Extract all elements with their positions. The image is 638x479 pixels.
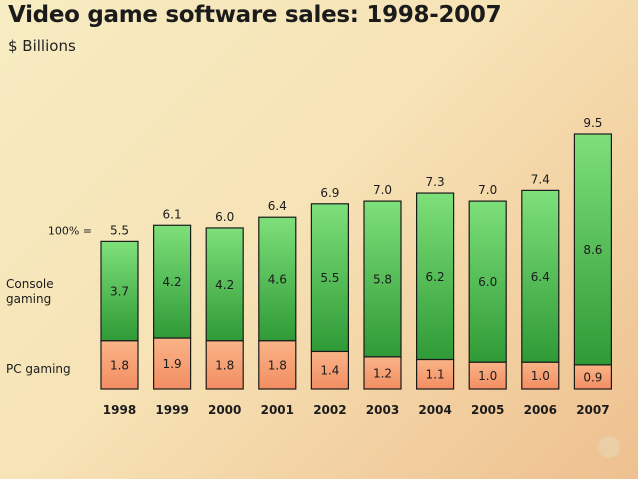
label-pc-2007: 0.9 <box>583 370 602 384</box>
label-pc-2001: 1.8 <box>268 358 287 372</box>
bar-console-2001 <box>258 216 297 342</box>
bar-pc-2005 <box>468 361 507 390</box>
bar-console-2004 <box>416 192 455 361</box>
x-tick-1998: 1998 <box>103 403 136 417</box>
label-total-1998: 5.5 <box>110 223 129 237</box>
bar-pc-2000 <box>205 340 244 390</box>
x-tick-1999: 1999 <box>155 403 188 417</box>
bar-pc-2002 <box>310 350 349 390</box>
label-total-2004: 7.3 <box>426 175 445 189</box>
label-pc-1999: 1.9 <box>163 357 182 371</box>
x-tick-2007: 2007 <box>576 403 609 417</box>
bar-pc-2004 <box>416 358 455 390</box>
x-tick-2000: 2000 <box>208 403 241 417</box>
logo-icon <box>598 436 620 458</box>
x-tick-2006: 2006 <box>524 403 557 417</box>
bar-console-2002 <box>310 203 349 353</box>
label-console-2000: 4.2 <box>215 278 234 292</box>
label-console-2003: 5.8 <box>373 272 392 286</box>
label-console-2004: 6.2 <box>426 270 445 284</box>
bar-console-2003 <box>363 200 402 358</box>
bar-console-2000 <box>205 227 244 342</box>
x-tick-2005: 2005 <box>471 403 504 417</box>
total-label-prefix: 100% = <box>48 224 92 237</box>
bar-pc-2007 <box>573 364 613 390</box>
label-total-2006: 7.4 <box>531 172 550 186</box>
x-tick-2001: 2001 <box>261 403 294 417</box>
label-pc-2005: 1.0 <box>478 369 497 383</box>
label-total-2007: 9.5 <box>583 116 602 130</box>
label-pc-2006: 1.0 <box>531 369 550 383</box>
row-label-pc: PC gaming <box>6 362 71 376</box>
chart-subtitle: $ Billions <box>8 37 76 55</box>
chart-title: Video game software sales: 1998-2007 <box>8 2 502 28</box>
label-pc-2004: 1.1 <box>426 368 445 382</box>
bar-console-2005 <box>468 200 507 363</box>
label-total-2000: 6.0 <box>215 210 234 224</box>
label-console-2002: 5.5 <box>320 271 339 285</box>
label-total-2003: 7.0 <box>373 183 392 197</box>
label-pc-2000: 1.8 <box>215 358 234 372</box>
x-tick-2004: 2004 <box>418 403 451 417</box>
label-pc-1998: 1.8 <box>110 358 129 372</box>
label-console-1999: 4.2 <box>163 275 182 289</box>
bar-pc-2006 <box>521 361 560 390</box>
label-console-2006: 6.4 <box>531 270 550 284</box>
bar-console-1998 <box>100 240 139 342</box>
bar-console-2007 <box>573 133 613 366</box>
bar-console-1999 <box>153 224 192 339</box>
label-total-2002: 6.9 <box>320 186 339 200</box>
label-pc-2002: 1.4 <box>320 364 339 378</box>
label-console-2005: 6.0 <box>478 275 497 289</box>
x-tick-2002: 2002 <box>313 403 346 417</box>
label-total-2005: 7.0 <box>478 183 497 197</box>
label-pc-2003: 1.2 <box>373 366 392 380</box>
label-console-2007: 8.6 <box>583 243 602 257</box>
bar-pc-1999 <box>153 337 192 390</box>
label-console-2001: 4.6 <box>268 272 287 286</box>
bar-pc-2003 <box>363 356 402 390</box>
bar-pc-2001 <box>258 340 297 390</box>
x-tick-2003: 2003 <box>366 403 399 417</box>
bar-console-2006 <box>521 189 560 363</box>
label-console-1998: 3.7 <box>110 285 129 299</box>
label-total-1999: 6.1 <box>163 207 182 221</box>
label-total-2001: 6.4 <box>268 199 287 213</box>
row-label-console: Console gaming <box>6 277 54 306</box>
